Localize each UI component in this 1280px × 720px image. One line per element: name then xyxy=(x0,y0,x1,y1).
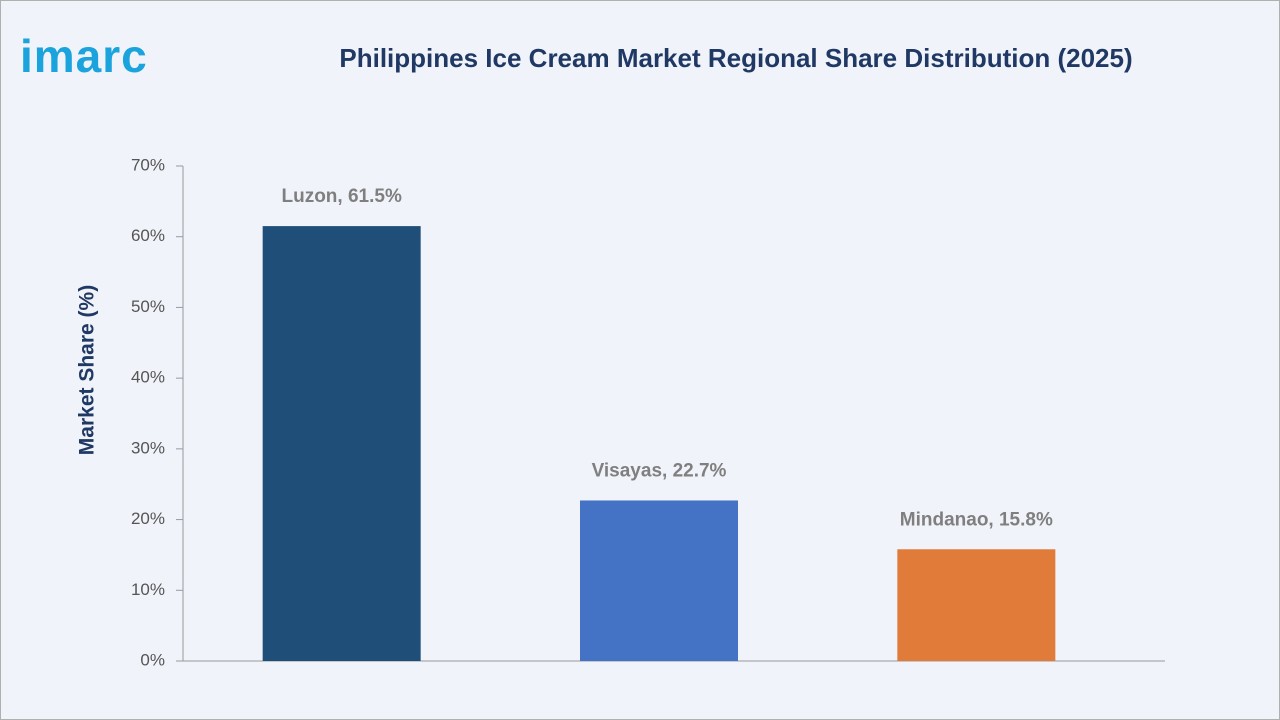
y-tick-label: 10% xyxy=(131,580,165,599)
data-label: Mindanao, 15.8% xyxy=(900,509,1053,530)
data-label: Luzon, 61.5% xyxy=(281,186,401,207)
chart-title: Philippines Ice Cream Market Regional Sh… xyxy=(339,43,1132,73)
y-tick-label: 20% xyxy=(131,509,165,528)
data-label: Visayas, 22.7% xyxy=(592,460,727,481)
y-tick-label: 30% xyxy=(131,438,165,457)
logo: imarc xyxy=(20,30,148,82)
y-axis-title: Market Share (%) xyxy=(76,285,99,455)
y-tick-label: 60% xyxy=(131,226,165,245)
y-tick-label: 0% xyxy=(140,650,165,669)
bar xyxy=(897,549,1056,661)
bar xyxy=(262,226,421,661)
y-tick-label: 40% xyxy=(131,368,165,387)
y-tick-label: 50% xyxy=(131,297,165,316)
bar xyxy=(580,500,738,661)
y-tick-label: 70% xyxy=(131,155,165,174)
